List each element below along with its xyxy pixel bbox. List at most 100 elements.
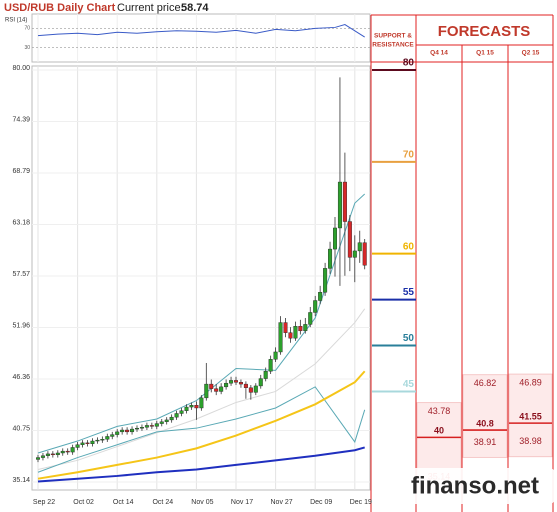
- level-label: 70: [403, 149, 415, 160]
- forecast-mid: 40: [434, 426, 444, 436]
- column-header: Q1 15: [476, 50, 494, 57]
- candle-body: [293, 326, 298, 339]
- forecast-mid: 40.8: [476, 418, 494, 428]
- y-tick-label: 74.39: [12, 116, 30, 123]
- level-label: 55: [403, 287, 415, 298]
- candle-body: [40, 455, 45, 458]
- candle-body: [248, 387, 253, 393]
- forecast-high: 43.78: [428, 406, 451, 416]
- candle-body: [144, 425, 149, 428]
- watermark: finanso.net: [411, 472, 539, 499]
- forecasts-title: FORECASTS: [438, 23, 531, 40]
- candle-body: [357, 242, 362, 252]
- candle-body: [337, 181, 342, 229]
- candle-body: [352, 250, 357, 258]
- moving-average: [37, 370, 366, 480]
- moving-average: [37, 386, 366, 473]
- candle-body: [174, 413, 179, 418]
- column-header: Q4 14: [430, 50, 448, 57]
- candle-body: [50, 453, 55, 456]
- candle-body: [333, 227, 338, 250]
- x-tick-label: Sep 22: [33, 499, 55, 506]
- candle-body: [273, 351, 278, 360]
- candle-body: [313, 300, 318, 313]
- candle-body: [253, 385, 258, 393]
- candle-body: [85, 442, 90, 444]
- x-tick-label: Oct 24: [152, 499, 173, 506]
- sr-title: RESISTANCE: [372, 42, 414, 49]
- candle-body: [179, 410, 184, 414]
- candle-body: [229, 380, 234, 384]
- forecast-high: 46.89: [519, 377, 542, 387]
- y-tick-label: 63.18: [12, 219, 30, 226]
- candle-body: [65, 450, 70, 453]
- candle-body: [125, 429, 130, 433]
- plot-frame: [31, 65, 371, 491]
- candle-body: [209, 383, 214, 389]
- sr-title: SUPPORT &: [374, 33, 412, 40]
- candle-body: [36, 457, 41, 460]
- x-tick-label: Nov 17: [231, 499, 253, 506]
- level-label: 80: [403, 58, 415, 69]
- x-tick-label: Dec 19: [350, 499, 372, 506]
- candle-body: [347, 221, 352, 258]
- candle-body: [159, 421, 164, 424]
- candle-body: [298, 326, 303, 332]
- rsi-tick-label: 30: [24, 45, 30, 51]
- rsi-title: RSI (14): [5, 18, 27, 24]
- candle-body: [164, 419, 169, 422]
- candle-body: [199, 397, 204, 409]
- x-tick-label: Oct 02: [73, 499, 94, 506]
- price-label: Current price:: [117, 2, 184, 14]
- candle-body: [224, 382, 229, 388]
- rsi-tick-label: 70: [24, 26, 30, 32]
- candle-body: [278, 322, 283, 353]
- candle-body: [120, 429, 125, 433]
- candle-body: [219, 386, 224, 392]
- x-tick-label: Oct 14: [113, 499, 134, 506]
- candle-body: [308, 312, 313, 325]
- candle-body: [318, 292, 323, 301]
- candle-body: [342, 181, 347, 222]
- candle-body: [243, 383, 248, 388]
- candle-body: [362, 242, 367, 266]
- candle-body: [258, 378, 263, 387]
- candle-body: [238, 382, 243, 385]
- candle-body: [110, 434, 115, 437]
- candle-body: [75, 444, 80, 448]
- candle-body: [283, 322, 288, 333]
- rsi-frame: [31, 13, 371, 63]
- forecast-high: 46.82: [474, 378, 497, 388]
- x-tick-label: Nov 05: [191, 499, 213, 506]
- candle-body: [45, 453, 50, 456]
- moving-average: [37, 446, 365, 483]
- y-tick-label: 51.96: [12, 322, 30, 329]
- candle-body: [115, 431, 120, 435]
- candle-body: [328, 248, 333, 269]
- current-price: 58.74: [181, 2, 209, 14]
- x-tick-label: Nov 27: [271, 499, 293, 506]
- candle-body: [323, 268, 328, 293]
- candle-body: [80, 442, 85, 445]
- y-tick-label: 68.79: [12, 168, 30, 175]
- candle-body: [184, 406, 189, 411]
- moving-average: [37, 308, 366, 470]
- x-tick-label: Dec 09: [310, 499, 332, 506]
- plot-layer: Sep 22 Oct 02 Oct 14 Oct 24 Nov 05 Nov 17 Nov …: [5, 14, 553, 506]
- watermark-box: [396, 468, 554, 504]
- candle-body: [60, 450, 65, 454]
- candle-body: [105, 436, 110, 440]
- candle-body: [288, 332, 293, 339]
- candle-body: [268, 359, 273, 372]
- candle-body: [149, 425, 154, 427]
- candle-body: [100, 439, 105, 441]
- candle-body: [95, 439, 100, 442]
- forecast-range: [462, 374, 508, 458]
- y-tick-label: 46.36: [12, 374, 30, 381]
- y-tick-label: 80.00: [12, 65, 30, 72]
- candle-body: [90, 440, 95, 444]
- candle-body: [233, 380, 238, 383]
- candle-body: [55, 452, 60, 456]
- forecast-low: 38.91: [474, 437, 497, 447]
